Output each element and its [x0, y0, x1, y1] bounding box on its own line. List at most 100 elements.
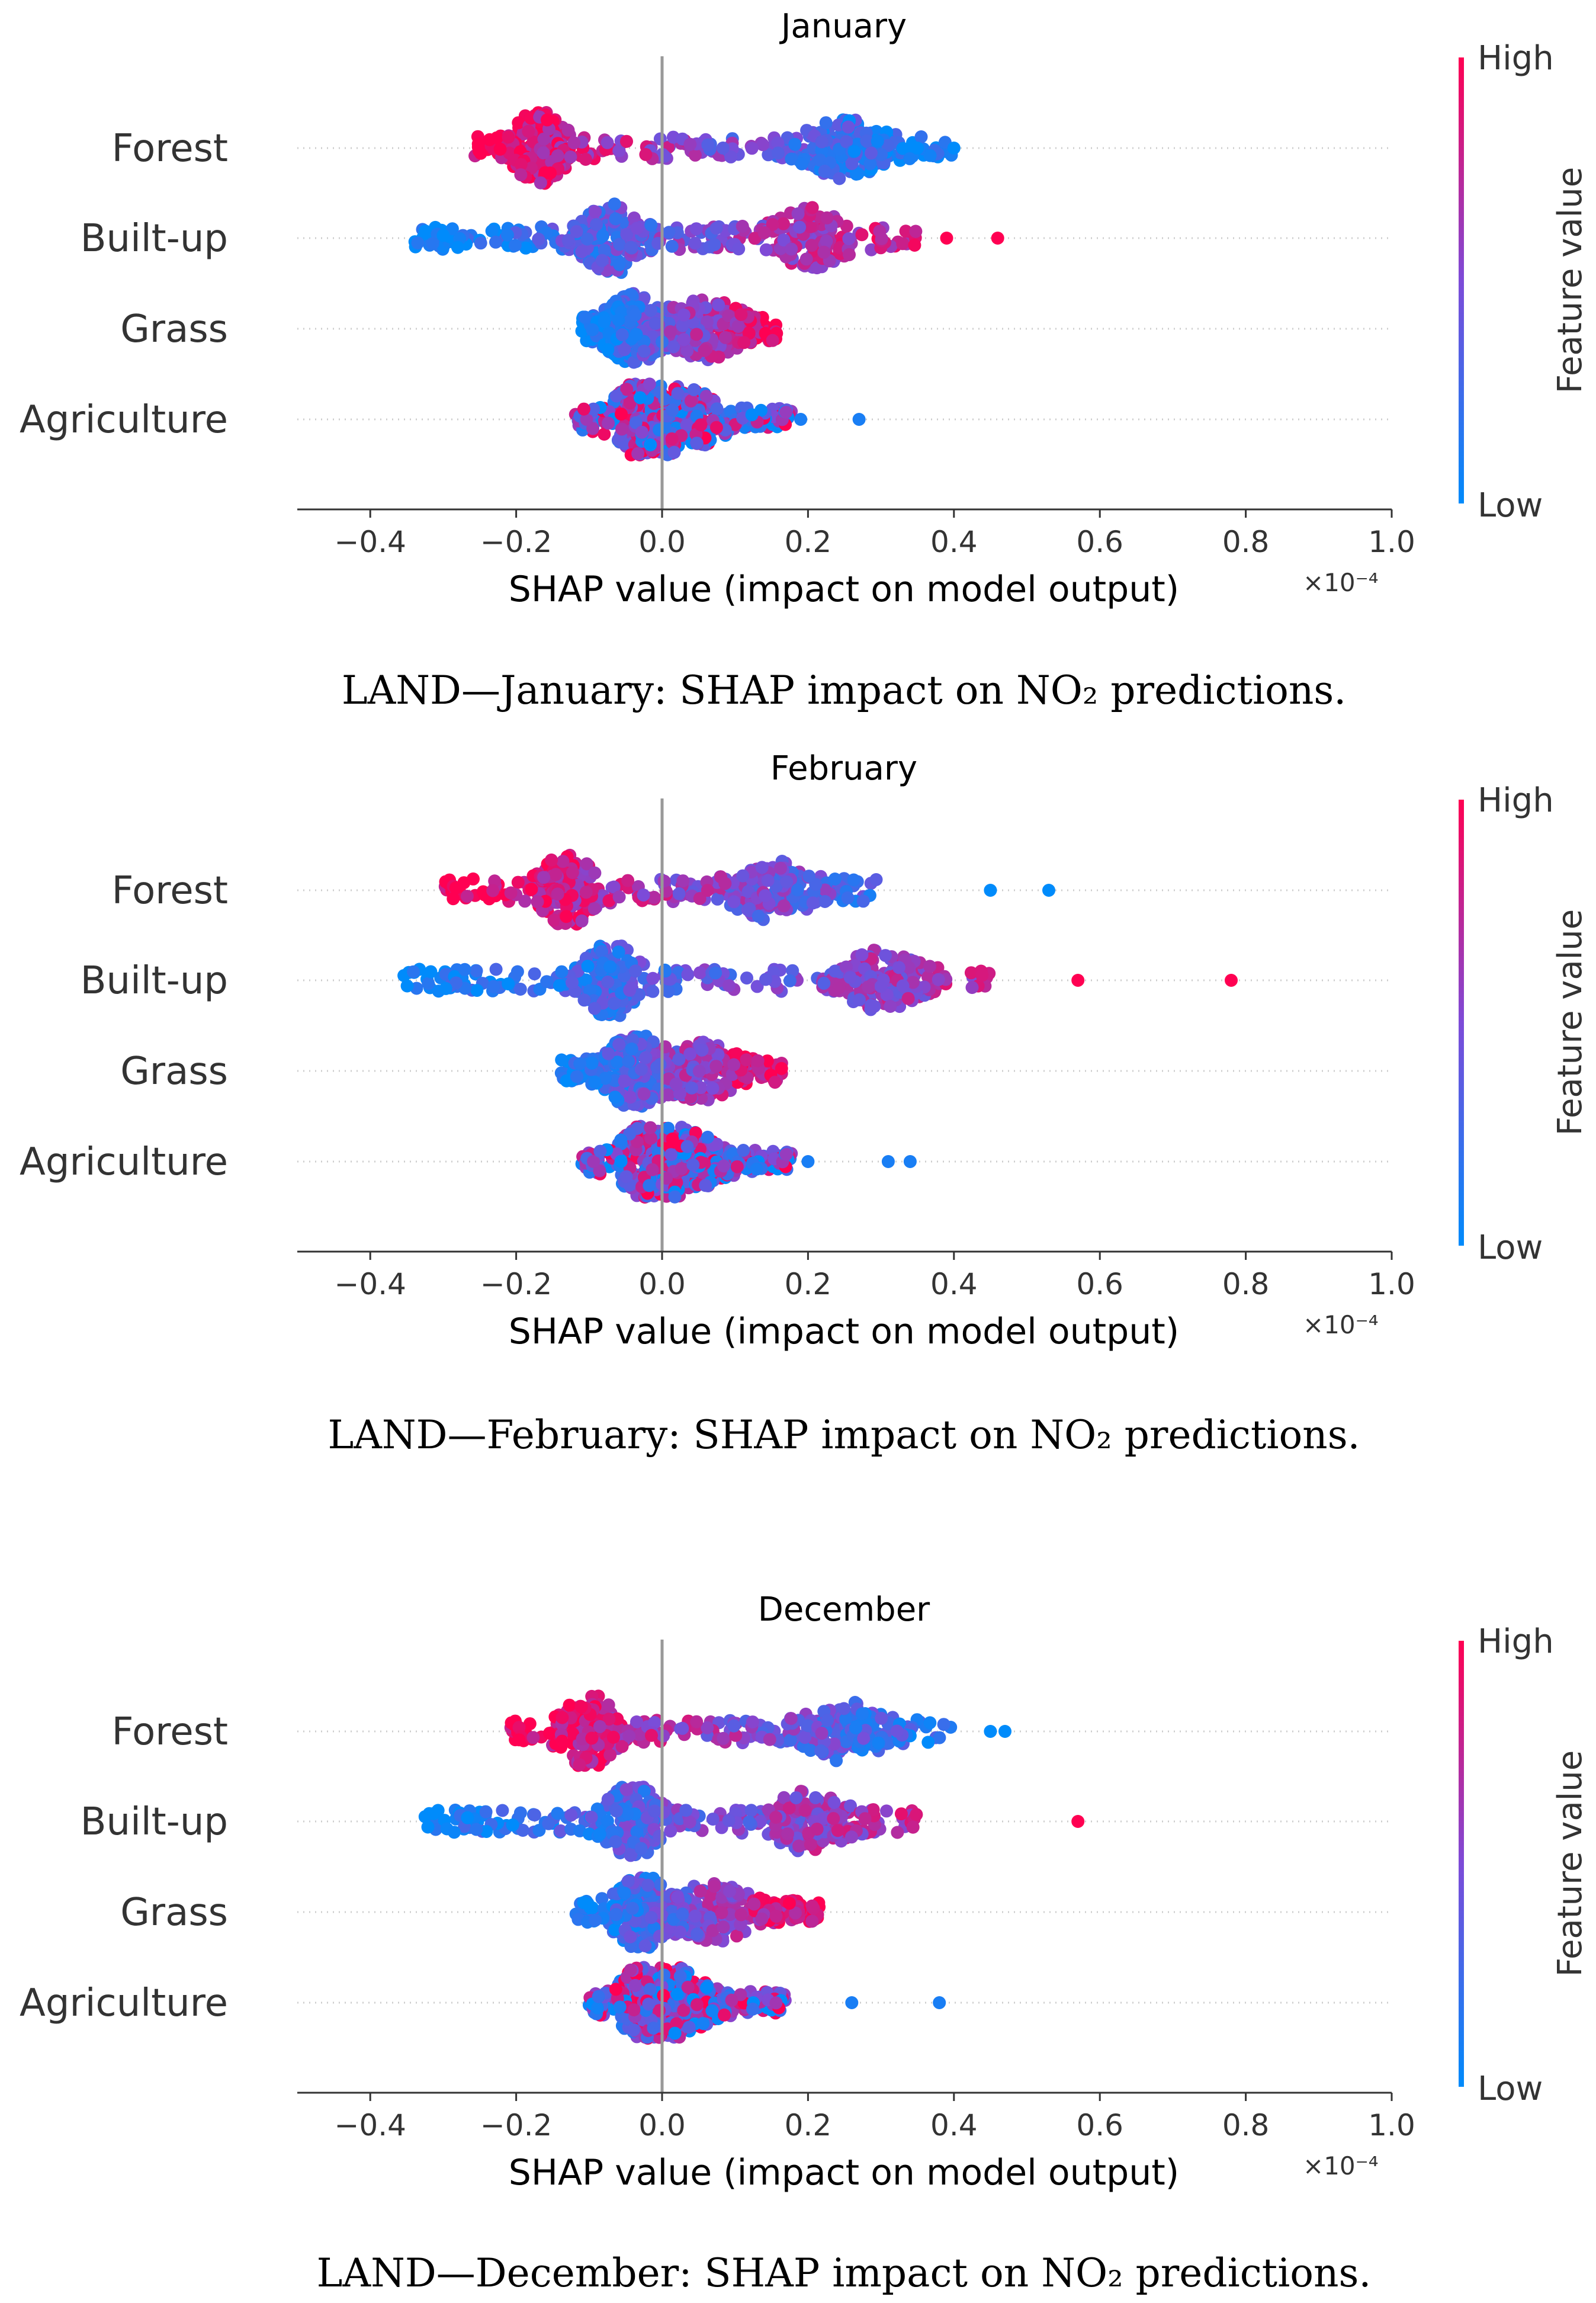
shap-point [722, 979, 736, 992]
shap-point [624, 240, 637, 254]
shap-point [445, 222, 459, 236]
x-tick-label: −0.4 [334, 525, 406, 559]
shap-point [840, 219, 853, 233]
shap-point [683, 137, 697, 151]
shap-point [856, 894, 870, 908]
shap-point [574, 1700, 588, 1714]
shap-point [914, 130, 928, 143]
shap-point [683, 1047, 697, 1061]
shap-point [750, 1162, 763, 1176]
shap-point [603, 1748, 617, 1762]
chart-title: December [758, 1590, 930, 1629]
shap-point [622, 1054, 635, 1068]
shap-point [768, 1076, 782, 1089]
shap-point [586, 422, 600, 435]
shap-outlier-point [794, 413, 808, 426]
shap-point [692, 1064, 706, 1078]
shap-point [745, 408, 759, 422]
shap-point [532, 232, 545, 246]
shap-point [551, 1807, 564, 1820]
shap-point [684, 1090, 698, 1104]
shap-point [570, 1070, 583, 1083]
shap-point [504, 886, 518, 900]
shap-point [688, 1909, 702, 1923]
shap-point [965, 981, 979, 995]
x-tick-label: 0.6 [1076, 525, 1123, 559]
shap-point [851, 167, 865, 181]
shap-point [570, 225, 583, 238]
shap-point [561, 233, 575, 247]
shap-point [555, 1711, 569, 1724]
shap-point [711, 892, 724, 906]
shap-point [609, 1804, 623, 1818]
shap-point [679, 1804, 693, 1817]
shap-point [833, 981, 846, 995]
shap-point [639, 147, 653, 161]
shap-point [638, 1939, 652, 1953]
shap-point [809, 1791, 823, 1804]
shap-point [567, 136, 581, 150]
shap-point [596, 229, 609, 243]
shap-point [588, 1075, 602, 1089]
shap-point [646, 1163, 659, 1176]
feature-label: Grass [120, 1050, 228, 1093]
shap-point [827, 1796, 841, 1809]
shap-point [487, 980, 500, 993]
colorbar-low-label: Low [1478, 486, 1543, 525]
shap-point [892, 961, 905, 974]
shap-point [818, 895, 831, 908]
shap-point [839, 1712, 853, 1726]
shap-point [580, 232, 594, 246]
shap-point [727, 1058, 741, 1072]
shap-outlier-point [984, 1725, 997, 1738]
shap-point [820, 211, 834, 224]
shap-point [561, 123, 575, 137]
shap-point [909, 224, 923, 238]
shap-point [516, 1824, 529, 1837]
shap-point [551, 149, 564, 162]
shap-point [875, 232, 888, 245]
x-axis-label: SHAP value (impact on model output) [509, 1311, 1179, 1352]
shap-point [608, 1923, 622, 1936]
shap-point [837, 1702, 851, 1715]
shap-point [804, 1837, 817, 1851]
shap-point [474, 236, 487, 250]
shap-point [555, 1734, 569, 1748]
colorbar-high-label: High [1478, 39, 1554, 78]
shap-point [899, 224, 913, 238]
shap-point [439, 981, 452, 995]
shap-point [669, 1077, 683, 1091]
shap-point [874, 980, 888, 993]
shap-point [625, 1043, 638, 1056]
shap-point [637, 889, 650, 902]
shap-point [708, 238, 721, 251]
shap-point [626, 1901, 639, 1915]
shap-point [514, 158, 528, 171]
shap-point [528, 967, 541, 981]
shap-point [586, 323, 599, 336]
shap-point [818, 883, 832, 897]
shap-point [734, 1918, 747, 1932]
shap-outlier-point [984, 884, 997, 897]
shap-point [853, 993, 866, 1006]
shap-point [744, 1804, 758, 1817]
shap-point [805, 1899, 819, 1913]
shap-point [814, 1744, 828, 1757]
shap-point [489, 963, 503, 976]
feature-label: Agriculture [20, 1140, 228, 1184]
shap-point [665, 239, 679, 253]
shap-point [661, 1121, 675, 1135]
shap-point [624, 1090, 637, 1104]
shap-point [706, 1813, 720, 1826]
shap-point [623, 396, 637, 410]
shap-point [699, 390, 713, 403]
shap-point [860, 134, 874, 147]
colorbar-low-label: Low [1478, 1229, 1543, 1267]
shap-point [658, 393, 672, 406]
shap-point [716, 141, 730, 155]
shap-point [828, 964, 842, 978]
shap-point [500, 228, 514, 242]
shap-point [896, 979, 910, 993]
shap-point [734, 308, 748, 321]
shap-point [580, 412, 593, 426]
